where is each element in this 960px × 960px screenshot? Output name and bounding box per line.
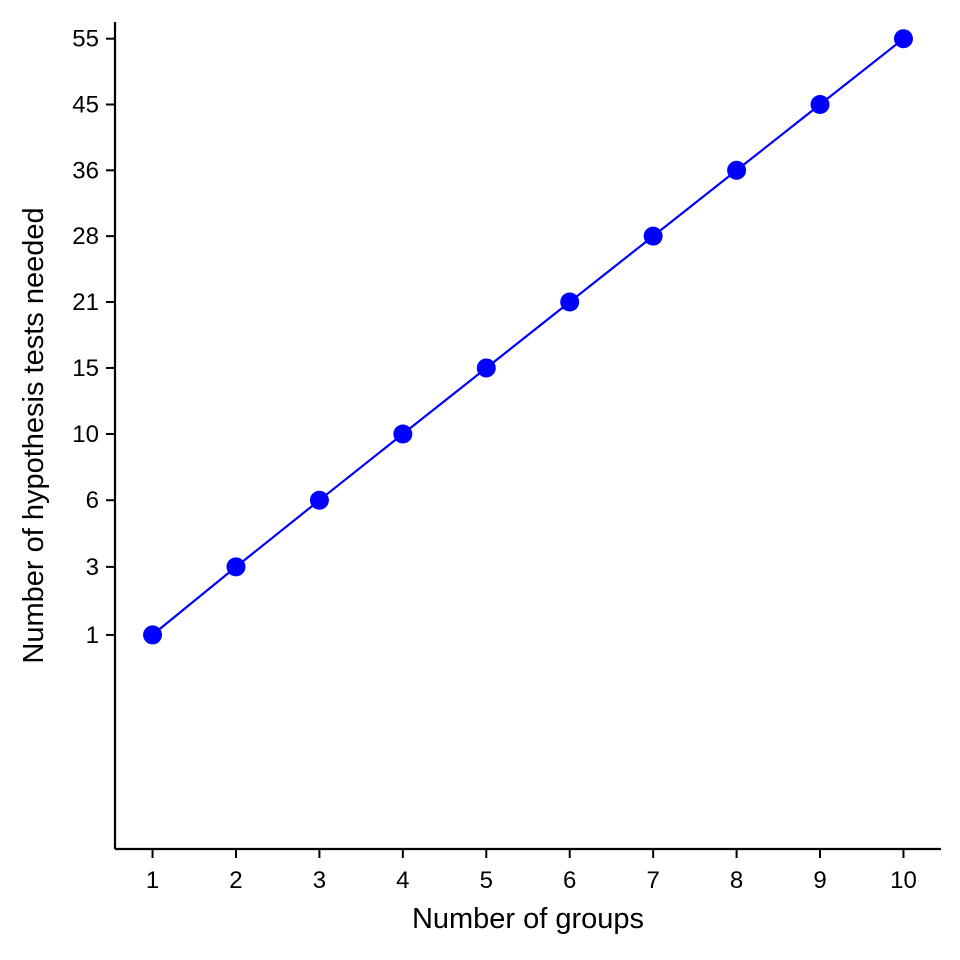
y-tick-label: 28 xyxy=(72,223,99,250)
y-tick-label: 3 xyxy=(86,554,99,581)
x-tick-label: 10 xyxy=(890,867,917,894)
y-tick-label: 21 xyxy=(72,289,99,316)
y-tick-label: 45 xyxy=(72,92,99,119)
x-tick-label: 4 xyxy=(396,867,409,894)
x-tick-label: 1 xyxy=(146,867,159,894)
x-tick-label: 9 xyxy=(813,867,826,894)
data-point xyxy=(309,490,329,510)
data-point xyxy=(560,292,580,312)
y-tick-label: 36 xyxy=(72,157,99,184)
y-tick-label: 10 xyxy=(72,421,99,448)
y-axis-title: Number of hypothesis tests needed xyxy=(18,207,50,663)
data-point xyxy=(893,29,913,49)
x-tick-label: 2 xyxy=(229,867,242,894)
data-point xyxy=(226,557,246,577)
series-line xyxy=(151,37,905,636)
y-tick-label: 55 xyxy=(72,26,99,53)
x-axis-title: Number of groups xyxy=(412,903,644,935)
y-tick-label: 6 xyxy=(86,487,99,514)
series-layer xyxy=(143,29,913,645)
data-point xyxy=(727,160,747,180)
x-axis-ticks: 1 2 3 4 5 6 7 8 9 10 xyxy=(146,849,917,894)
x-tick-label: 5 xyxy=(480,867,493,894)
axes xyxy=(113,22,941,851)
data-point xyxy=(476,358,496,378)
x-tick-label: 3 xyxy=(313,867,326,894)
y-tick-label: 1 xyxy=(86,622,99,649)
data-point xyxy=(143,625,163,645)
data-point xyxy=(643,226,663,246)
data-point xyxy=(810,95,830,115)
x-tick-label: 7 xyxy=(646,867,659,894)
x-tick-label: 6 xyxy=(563,867,576,894)
y-tick-label: 15 xyxy=(72,355,99,382)
x-tick-label: 8 xyxy=(730,867,743,894)
data-point xyxy=(393,424,413,444)
